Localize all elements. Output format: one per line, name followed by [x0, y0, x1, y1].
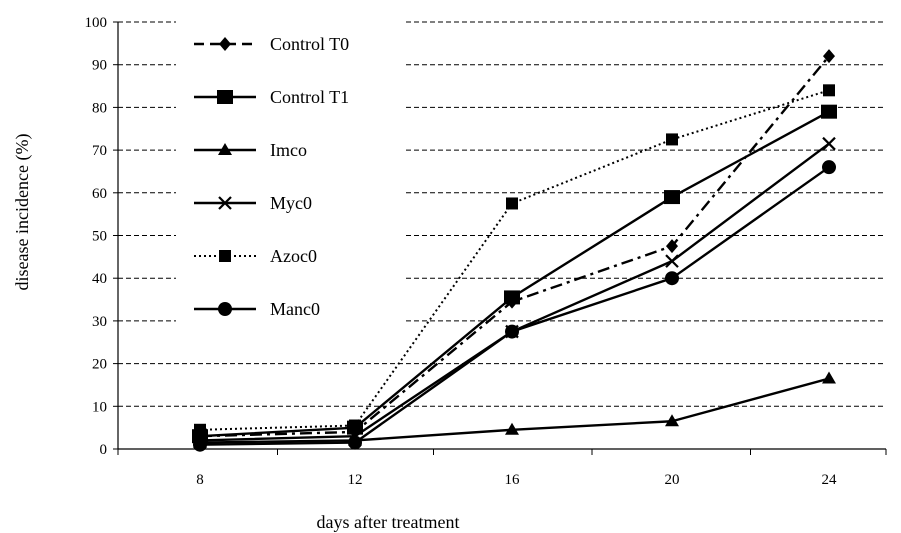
point-manc0-12 — [348, 435, 362, 450]
point-manc0-24 — [822, 160, 836, 175]
point-myc0-20 — [665, 254, 679, 268]
legend-marker-control-t1 — [217, 90, 233, 104]
legend-label-azoc0: Azoc0 — [270, 246, 317, 266]
point-control-t1-16 — [504, 290, 520, 305]
y-tick-label-20: 20 — [92, 357, 107, 373]
legend-item-myc0: Myc0 — [194, 193, 312, 213]
point-azoc0-16 — [506, 197, 518, 210]
legend-item-manc0: Manc0 — [194, 299, 320, 319]
point-myc0-24-stroke-b — [822, 136, 836, 151]
axes — [113, 21, 887, 455]
y-tick-label-30: 30 — [92, 314, 107, 330]
legend-marker-myc0-stroke-b — [218, 196, 232, 210]
y-tick-label-90: 90 — [92, 58, 107, 74]
x-tick-label-12: 12 — [348, 472, 363, 488]
point-manc0-8 — [193, 437, 207, 452]
series-imco — [193, 371, 836, 448]
point-azoc0-8 — [194, 423, 206, 436]
series-azoc0 — [194, 84, 835, 436]
x-axis-label: days after treatment — [317, 512, 460, 532]
y-tick-label-10: 10 — [92, 399, 107, 415]
y-tick-labels: 0 10 20 30 40 50 60 70 80 90 100 — [85, 15, 108, 458]
legend-item-imco: Imco — [194, 140, 307, 160]
legend-marker-control-t0 — [219, 37, 231, 51]
legend-background — [176, 20, 406, 332]
legend-marker-imco — [218, 143, 232, 155]
point-myc0-20-stroke-b — [665, 254, 679, 268]
point-imco-16 — [505, 422, 519, 435]
legend-item-azoc0: Azoc0 — [194, 246, 317, 266]
point-control-t1-24 — [821, 104, 837, 119]
y-tick-label-60: 60 — [92, 186, 107, 202]
point-imco-24 — [822, 371, 836, 384]
x-tick-label-24: 24 — [822, 472, 838, 488]
point-azoc0-20 — [666, 133, 678, 146]
legend-marker-azoc0 — [219, 250, 231, 262]
y-tick-label-80: 80 — [92, 100, 107, 116]
x-tick-label-16: 16 — [505, 472, 521, 488]
point-imco-20 — [665, 414, 679, 427]
legend-item-control-t1: Control T1 — [194, 87, 349, 107]
series-manc0 — [193, 160, 836, 452]
legend-label-control-t0: Control T0 — [270, 34, 349, 54]
point-control-t0-24 — [823, 49, 835, 64]
point-control-t0-20 — [666, 239, 678, 254]
x-tick-label-8: 8 — [196, 472, 204, 488]
point-azoc0-24 — [823, 84, 835, 97]
y-tick-label-70: 70 — [92, 143, 107, 159]
point-manc0-20 — [665, 271, 679, 286]
x-tick-label-20: 20 — [665, 472, 680, 488]
legend-marker-myc0 — [218, 196, 232, 210]
point-control-t1-20 — [664, 190, 680, 205]
point-azoc0-12 — [349, 419, 361, 432]
legend-label-imco: Imco — [270, 140, 307, 160]
legend-label-manc0: Manc0 — [270, 299, 320, 319]
series-group — [192, 49, 837, 452]
legend-marker-manc0 — [218, 302, 232, 316]
legend: Control T0 Control T1 Imco Myc0 Azoc0 Manc0 — [194, 34, 349, 319]
y-tick-label-0: 0 — [100, 442, 108, 458]
x-tick-labels: 8 12 16 20 24 — [196, 472, 837, 488]
legend-label-myc0: Myc0 — [270, 193, 312, 213]
y-tick-label-40: 40 — [92, 271, 107, 287]
y-axis-label: disease incidence (%) — [12, 134, 33, 291]
point-myc0-24 — [822, 136, 836, 151]
y-tick-label-100: 100 — [85, 15, 108, 31]
legend-item-control-t0: Control T0 — [194, 34, 349, 54]
legend-label-control-t1: Control T1 — [270, 87, 349, 107]
point-manc0-16 — [505, 324, 519, 339]
y-tick-label-50: 50 — [92, 229, 107, 245]
